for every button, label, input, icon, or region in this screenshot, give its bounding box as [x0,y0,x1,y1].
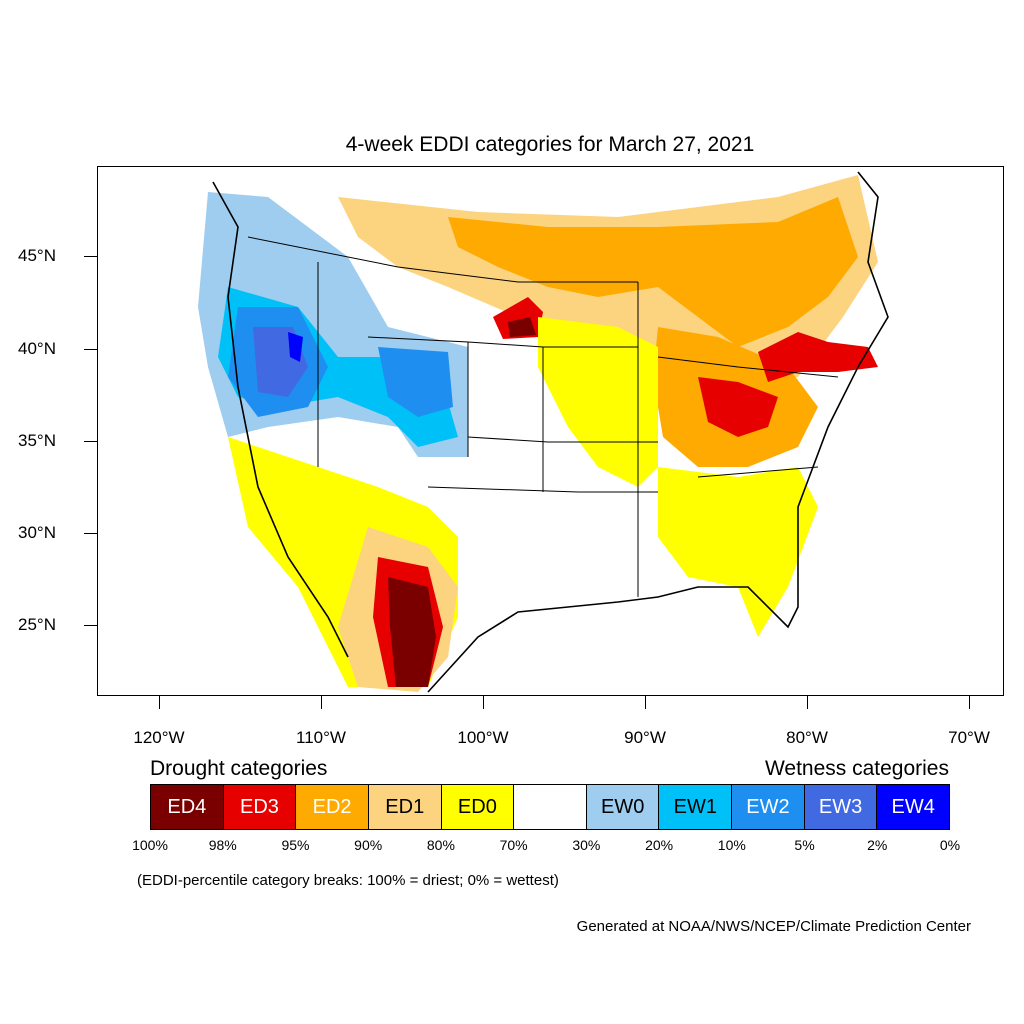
legend-break-label: 98% [208,837,237,853]
legend-break-label: 5% [794,837,815,853]
lon-label-90: 90°W [624,728,666,747]
lon-tick [159,696,160,709]
lon-label-120: 120°W [133,728,185,747]
region-ed4-dakotas [508,317,536,337]
map-frame [97,166,1004,696]
coastline [212,171,889,693]
wetness-categories-heading: Wetness categories [764,757,949,780]
lat-label-35: 35°N [18,431,56,450]
legend-break-label: 70% [499,837,528,853]
lon-tick [969,696,970,709]
region-ed4-texas [388,577,436,687]
legend-bar: ED4 ED3 ED2 ED1 ED0 EW0 EW1 EW2 EW3 EW4 [150,784,950,830]
legend-box-ed2: ED2 [296,785,369,829]
region-ed3-northeast [758,332,878,382]
category-note: (EDDI-percentile category breaks: 100% =… [137,872,559,889]
lon-tick [807,696,808,709]
legend-break-label: 90% [354,837,383,853]
legend-box-ed0: ED0 [441,785,515,829]
lon-tick [483,696,484,709]
legend-box-ew1: EW1 [659,785,733,829]
legend-box-ew0: EW0 [586,785,660,829]
lon-tick [321,696,322,709]
lat-label-30: 30°N [18,523,56,542]
legend-break-label: 95% [281,837,310,853]
state-boundaries [247,236,839,597]
map-title: 4-week EDDI categories for March 27, 202… [345,133,755,156]
legend-box-ed3: ED3 [223,785,297,829]
region-ed2-north [448,197,858,347]
legend-box-ed4: ED4 [151,785,224,829]
legend-break-label: 80% [426,837,455,853]
legend-break-label: 20% [645,837,674,853]
legend-break-label: 30% [572,837,601,853]
eddi-map [188,171,889,693]
region-ed3-ohio [698,377,778,437]
legend-break-label: 10% [717,837,746,853]
lat-tick [84,441,97,442]
credit-line: Generated at NOAA/NWS/NCEP/Climate Predi… [576,918,971,935]
lat-tick [84,533,97,534]
lat-tick [84,625,97,626]
lon-label-100: 100°W [457,728,509,747]
legend-box-ew3: EW3 [804,785,878,829]
lat-label-45: 45°N [18,246,56,265]
lat-label-25: 25°N [18,615,56,634]
lat-tick [84,256,97,257]
lon-label-80: 80°W [786,728,828,747]
region-ed0-southeast [658,467,818,637]
legend-box-ew2: EW2 [732,785,805,829]
lon-label-110: 110°W [296,728,346,747]
lat-tick [84,349,97,350]
legend-box-neutral [514,785,587,829]
region-ew2-rockies [378,347,453,417]
lon-tick [645,696,646,709]
drought-categories-heading: Drought categories [150,757,328,780]
region-ew4-west [288,332,303,362]
legend-box-ed1: ED1 [368,785,442,829]
region-ed0-midwest [538,317,658,487]
legend-break-label: 100% [132,837,168,853]
legend-break-label: 2% [867,837,888,853]
lon-label-70: 70°W [948,728,990,747]
lat-label-40: 40°N [18,339,56,358]
legend-break-label: 0% [939,837,961,853]
legend-box-ew4: EW4 [877,785,950,829]
